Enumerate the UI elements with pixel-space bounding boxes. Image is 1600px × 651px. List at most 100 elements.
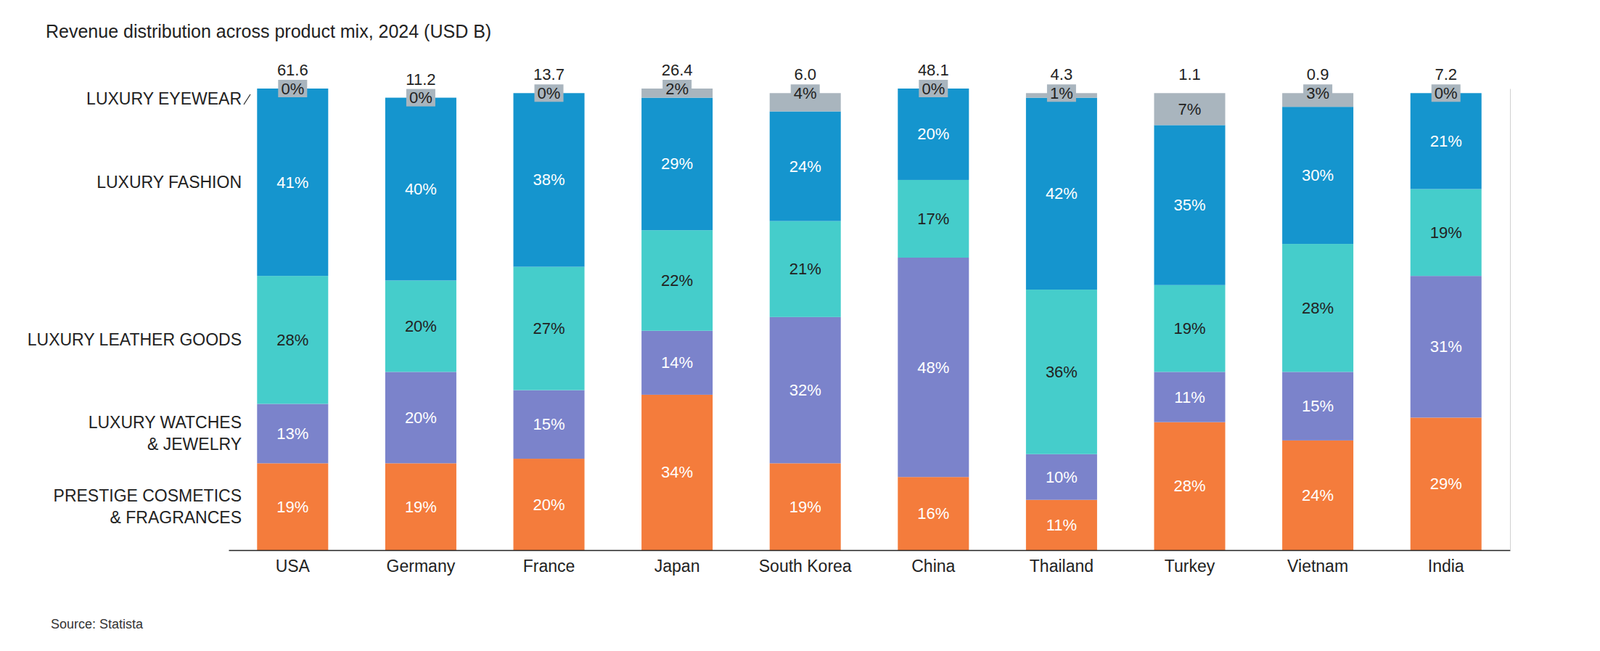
data-label: 48% xyxy=(917,358,950,377)
bar-segment xyxy=(513,92,585,267)
x-tick-label: USA xyxy=(275,556,311,576)
data-label: 36% xyxy=(1045,362,1078,381)
legend-line: PRESTIGE COSMETICS xyxy=(53,486,242,506)
x-tick-label: South Korea xyxy=(759,556,852,576)
bar-segment xyxy=(385,462,457,551)
data-label: 24% xyxy=(789,157,822,176)
legend-line: & JEWELRY xyxy=(147,434,242,454)
bar-segment xyxy=(897,257,969,477)
bar-segment xyxy=(769,462,841,551)
x-tick: Japan xyxy=(654,550,701,576)
x-tick: Thailand xyxy=(1029,550,1094,576)
bar-segment xyxy=(769,111,841,221)
bar-segment xyxy=(1410,275,1482,418)
data-label: 19% xyxy=(789,497,822,516)
data-label: 40% xyxy=(404,179,437,199)
data-label: 22% xyxy=(661,271,693,290)
legend-line: LUXURY EYEWEAR xyxy=(86,89,242,109)
data-label: 13% xyxy=(276,424,309,443)
data-label: 3% xyxy=(1306,84,1330,103)
data-label: 34% xyxy=(661,462,693,482)
bar-segment xyxy=(1282,106,1354,244)
bar-segment xyxy=(1410,92,1482,189)
bar-segment xyxy=(897,179,969,258)
legend-line: LUXURY WATCHES xyxy=(88,412,242,432)
data-label: 20% xyxy=(404,408,437,427)
legend-line: & FRAGRANCES xyxy=(110,507,242,527)
legend-connector xyxy=(243,94,251,105)
title: Revenue distribution across product mix,… xyxy=(45,21,492,42)
total-label: 11.2 xyxy=(405,70,436,89)
data-label: 0% xyxy=(1434,84,1458,103)
data-label: 28% xyxy=(1301,298,1334,318)
bar-segment xyxy=(641,230,713,331)
data-labels: 19%19%20%34%19%16%11%28%24%29%13%20%15%1… xyxy=(276,79,1462,535)
data-label: 29% xyxy=(1430,474,1463,493)
x-tick: Vietnam xyxy=(1287,550,1349,576)
data-label: 27% xyxy=(532,319,565,338)
legend-entry: LUXURY EYEWEAR xyxy=(86,89,242,109)
bar-segment xyxy=(256,403,328,463)
legend-entry: LUXURY FASHION xyxy=(96,172,242,192)
bar-segment xyxy=(256,88,328,276)
total-label: 4.3 xyxy=(1050,65,1074,84)
x-tick-label: Japan xyxy=(654,556,701,576)
bar-segment xyxy=(256,275,328,404)
legend-line: LUXURY FASHION xyxy=(96,172,242,192)
x-tick-label: Germany xyxy=(386,556,456,576)
x-axis: USA Germany France Japan South Korea China Tha… xyxy=(229,550,1511,576)
bar-segment xyxy=(256,462,328,551)
label-box xyxy=(1431,84,1461,102)
label-box xyxy=(534,84,564,102)
label-box xyxy=(662,79,692,98)
data-label: 0% xyxy=(921,79,945,98)
legend-entry: LUXURY WATCHES& JEWELRY xyxy=(88,412,242,454)
bar-segment xyxy=(385,371,457,463)
data-label: 20% xyxy=(532,495,565,514)
label-box xyxy=(790,84,820,102)
bar-segment xyxy=(1026,97,1098,290)
x-tick: France xyxy=(523,550,576,576)
data-label: 2% xyxy=(665,79,689,98)
x-tick: China xyxy=(911,550,955,576)
x-tick: India xyxy=(1428,550,1465,576)
data-label: 10% xyxy=(1045,468,1078,487)
data-label: 0% xyxy=(280,79,305,98)
legend-entry: PRESTIGE COSMETICS& FRAGRANCES xyxy=(53,486,242,527)
bars xyxy=(256,88,1481,551)
data-label: 42% xyxy=(1045,184,1078,203)
x-tick-label: France xyxy=(523,556,576,576)
legend: PRESTIGE COSMETICS& FRAGRANCES LUXURY WAT… xyxy=(27,89,251,527)
data-label: 19% xyxy=(404,497,437,516)
x-tick: Germany xyxy=(386,550,456,576)
data-label: 14% xyxy=(661,353,693,372)
label-box xyxy=(406,89,436,107)
bar-segment xyxy=(1026,289,1098,455)
bar-segment xyxy=(513,458,585,551)
x-tick-label: Vietnam xyxy=(1287,556,1349,576)
data-label: 38% xyxy=(532,170,565,189)
totals: 61.611.213.726.46.048.14.31.10.97.2 xyxy=(277,60,1458,89)
bar-segment xyxy=(897,88,969,180)
bar-segment xyxy=(641,97,713,231)
data-label: 0% xyxy=(409,88,433,107)
data-label: 30% xyxy=(1301,166,1334,185)
bar-segment xyxy=(385,97,457,281)
data-label: 16% xyxy=(917,504,950,523)
data-label: 7% xyxy=(1178,100,1202,119)
bar-segment xyxy=(513,390,585,459)
data-label: 17% xyxy=(917,209,950,228)
total-label: 7.2 xyxy=(1434,65,1458,84)
x-tick-label: India xyxy=(1428,556,1465,576)
data-label: 0% xyxy=(537,84,561,103)
label-box xyxy=(277,79,307,98)
bar-segment xyxy=(1153,124,1225,285)
legend-line: LUXURY LEATHER GOODS xyxy=(27,330,242,350)
data-label: 19% xyxy=(1173,319,1206,338)
bar-segment xyxy=(1153,371,1225,422)
data-label: 19% xyxy=(276,497,309,516)
data-label: 11% xyxy=(1174,388,1205,407)
source: Source: Statista xyxy=(50,616,144,632)
total-label: 6.0 xyxy=(793,65,817,84)
total-label: 61.6 xyxy=(277,60,309,80)
